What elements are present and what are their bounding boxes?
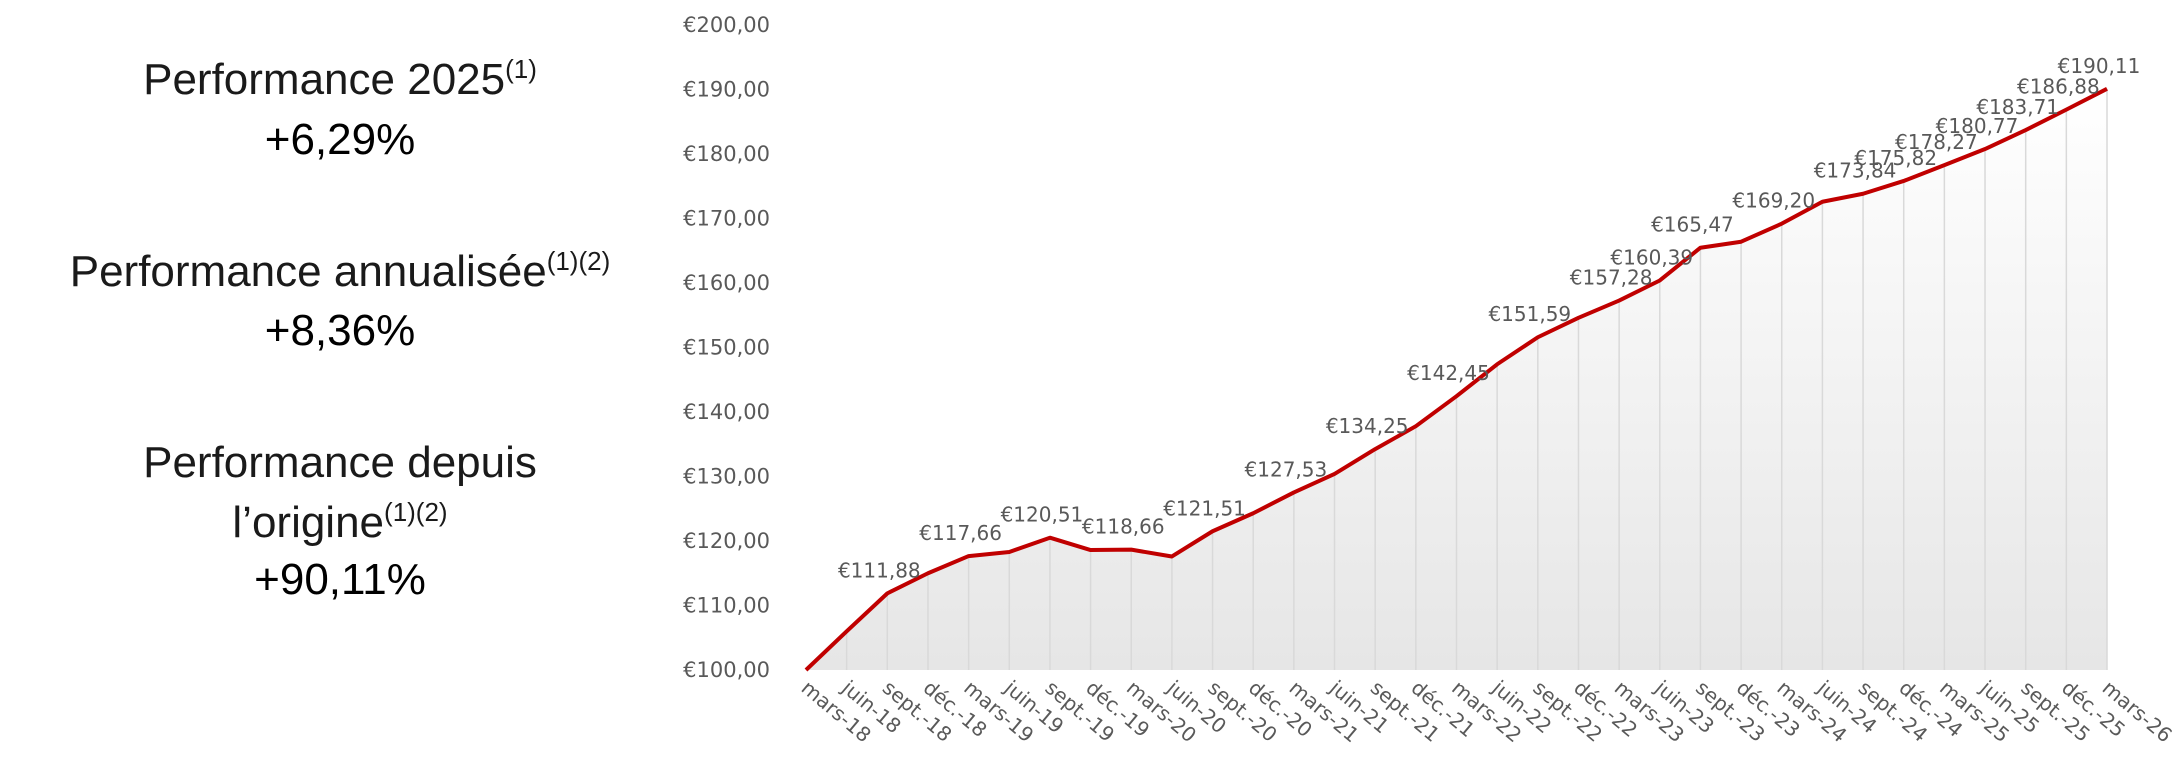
- chart: €100,00 €110,00 €120,00 €130,00 €140,00 €150,…: [683, 13, 2176, 747]
- label: Performance 2025: [143, 55, 505, 104]
- summary-label: Performance 2025(1): [143, 54, 537, 104]
- data-label: €160,39: [1610, 245, 1693, 269]
- data-label: €173,84: [1814, 159, 1897, 183]
- data-label: €111,88: [838, 558, 921, 582]
- data-label: €169,20: [1732, 189, 1815, 213]
- label: Performance annualisée: [70, 247, 547, 296]
- data-label: €183,71: [1976, 95, 2059, 119]
- summary-label: l’origine(1)(2): [232, 497, 447, 547]
- data-label: €142,45: [1407, 361, 1490, 385]
- y-tick-label: €140,00: [683, 400, 770, 424]
- data-label: €118,66: [1082, 515, 1165, 539]
- data-label: €165,47: [1651, 213, 1734, 237]
- data-label: €117,66: [919, 521, 1002, 545]
- y-tick-label: €170,00: [683, 207, 770, 231]
- summary-value: +8,36%: [265, 306, 415, 355]
- y-tick-label: €100,00: [683, 658, 770, 682]
- data-label: €180,77: [1936, 114, 2019, 138]
- data-label: €121,51: [1163, 496, 1246, 520]
- data-label: €178,27: [1895, 130, 1978, 154]
- data-label: €151,59: [1488, 302, 1571, 326]
- data-label: €134,25: [1326, 414, 1409, 438]
- data-label: €127,53: [1245, 457, 1328, 481]
- data-label: €175,82: [1854, 146, 1937, 170]
- label: l’origine: [232, 498, 384, 547]
- data-label: €186,88: [2017, 75, 2100, 99]
- y-tick-label: €110,00: [683, 594, 770, 618]
- note: (1)(2): [384, 497, 448, 527]
- y-tick-label: €160,00: [683, 271, 770, 295]
- y-tick-label: €150,00: [683, 336, 770, 360]
- y-tick-label: €120,00: [683, 529, 770, 553]
- summary-value: +6,29%: [265, 115, 415, 164]
- data-label: €190,11: [2058, 54, 2141, 78]
- y-tick-label: €180,00: [683, 142, 770, 166]
- line: [804, 87, 2108, 672]
- note: (1)(2): [547, 246, 611, 276]
- summary-label: Performance annualisée(1)(2): [70, 246, 611, 296]
- data-label: €120,51: [1001, 503, 1084, 527]
- summary-value: +90,11%: [254, 555, 426, 604]
- summary: Performance 2025(1) +6,29% Performance a…: [70, 54, 611, 604]
- y-tick-label: €190,00: [683, 78, 770, 102]
- summary-label: Performance depuis: [143, 438, 537, 487]
- y-tick-label: €200,00: [683, 13, 770, 37]
- y-tick-label: €130,00: [683, 465, 770, 489]
- note: (1): [505, 54, 537, 84]
- data-label: €157,28: [1570, 266, 1653, 290]
